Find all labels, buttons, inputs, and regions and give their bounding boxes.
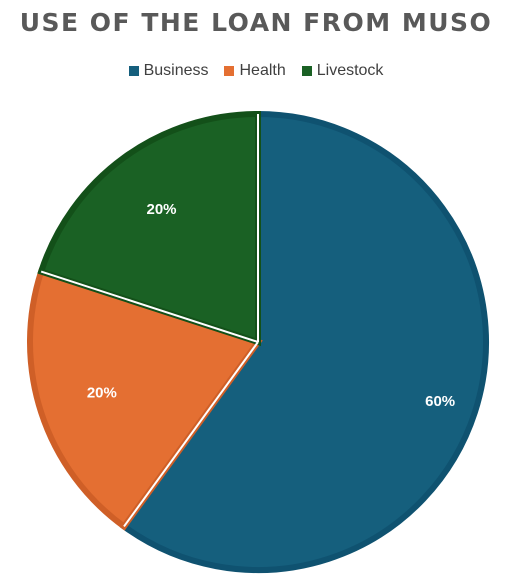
- slice-separator: [40, 270, 259, 343]
- legend: Business Health Livestock: [0, 62, 512, 80]
- legend-item-health: Health: [224, 62, 286, 80]
- legend-swatch-business: [128, 66, 139, 76]
- pie-slice-health: [27, 267, 263, 531]
- data-label-business: 60%: [425, 393, 455, 410]
- slice-separator: [123, 341, 259, 528]
- pie-slice-livestock: [37, 110, 261, 347]
- legend-item-livestock: Livestock: [301, 62, 384, 80]
- data-label-livestock: 20%: [146, 201, 176, 218]
- legend-swatch-health: [224, 66, 235, 76]
- pie-slice-business: [119, 110, 489, 573]
- legend-label-business: Business: [143, 62, 209, 79]
- data-label-health: 20%: [87, 385, 117, 402]
- pie-slices: [27, 110, 489, 573]
- legend-item-business: Business: [128, 62, 209, 80]
- pie-labels: 60% 20% 20%: [87, 201, 455, 410]
- legend-label-livestock: Livestock: [316, 62, 384, 79]
- legend-label-health: Health: [239, 62, 286, 79]
- chart-title: USE OF THE LOAN FROM MUSO: [19, 8, 493, 37]
- legend-swatch-livestock: [301, 66, 312, 76]
